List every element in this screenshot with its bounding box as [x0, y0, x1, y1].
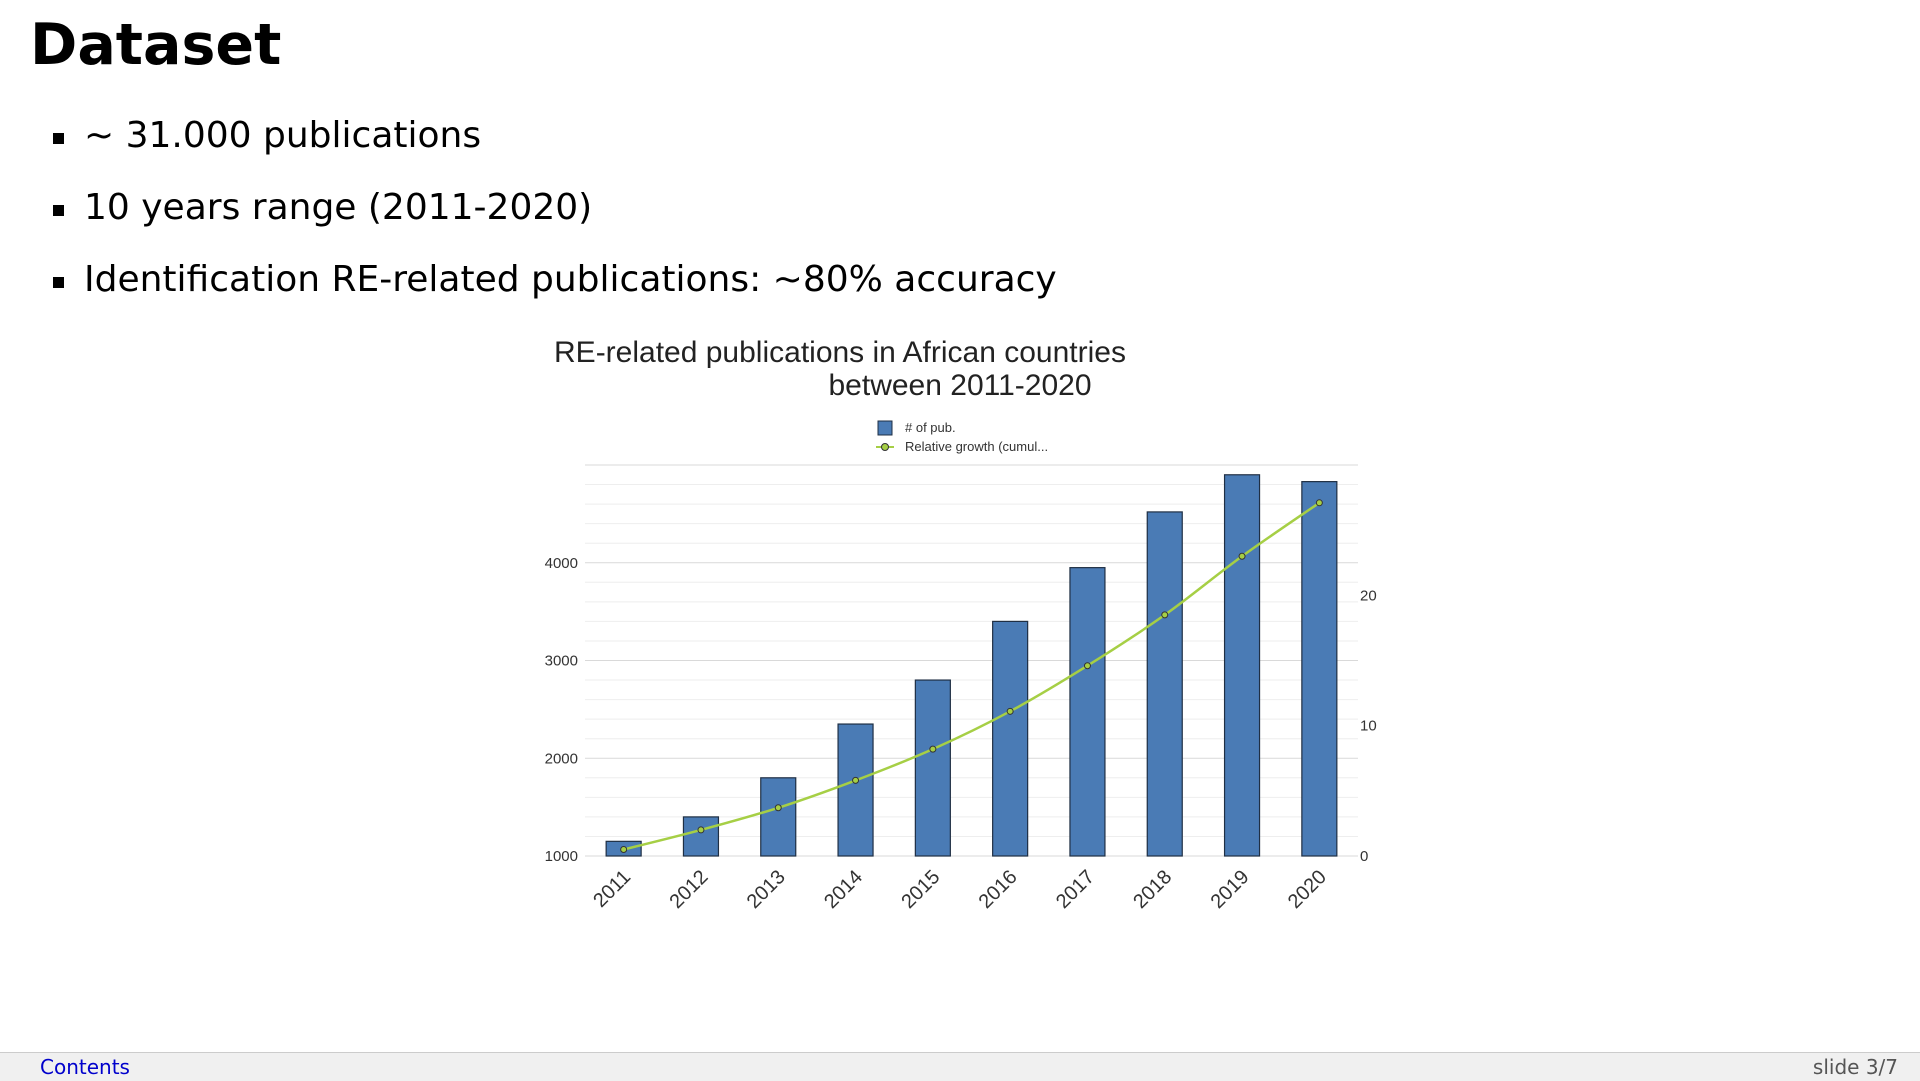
growth-point-2017 — [1083, 662, 1091, 670]
legend-line-label: Relative growth (cumul... — [905, 439, 1048, 454]
y-left-tick-label: 2000 — [545, 750, 578, 767]
bullet-square-icon — [53, 277, 64, 288]
chart-title-line-2: between 2011-2020 — [829, 369, 1092, 402]
bar-2017 — [1069, 567, 1106, 857]
growth-point-2014 — [852, 776, 860, 784]
growth-point-2011 — [620, 845, 628, 853]
growth-point-2018 — [1161, 611, 1169, 619]
bar-2012 — [682, 816, 720, 857]
bullet-square-icon — [53, 205, 64, 216]
growth-line — [623, 501, 1321, 851]
x-tick-label: 2017 — [1052, 866, 1099, 913]
bullet-square-icon — [53, 133, 64, 144]
x-tick-label: 2020 — [1284, 866, 1331, 913]
chart-title-line-1: RE-related publications in African count… — [554, 336, 1126, 369]
x-tick-label: 2012 — [665, 866, 712, 913]
bar-2015 — [914, 679, 951, 857]
x-tick-label: 2011 — [589, 866, 635, 912]
legend-bar-swatch — [877, 420, 893, 436]
x-tick-label: 2019 — [1207, 866, 1254, 913]
bar-2016 — [992, 620, 1029, 857]
bullet-item: 10 years range (2011-2020) — [50, 184, 1057, 256]
growth-point-2016 — [1006, 707, 1014, 715]
bar-2019 — [1223, 474, 1261, 857]
x-tick-label: 2015 — [897, 866, 944, 913]
y-left-tick-label: 1000 — [545, 848, 578, 865]
bar-2013 — [760, 777, 797, 857]
growth-point-2012 — [697, 826, 705, 834]
y-left-tick-label: 4000 — [545, 555, 578, 572]
growth-point-2013 — [774, 804, 782, 812]
bullet-text: Identification RE-related publications: … — [84, 259, 1057, 300]
growth-point-2020 — [1315, 499, 1323, 507]
publications-chart: RE-related publications in African count… — [545, 336, 1377, 913]
y-right-tick-label: 0 — [1360, 848, 1368, 865]
bullet-text: 10 years range (2011-2020) — [84, 187, 593, 228]
bar-2020 — [1301, 481, 1338, 857]
x-tick-label: 2016 — [975, 866, 1022, 913]
y-right-tick-label: 10 — [1360, 718, 1377, 735]
contents-link[interactable]: Contents — [40, 1055, 130, 1079]
footer-bar: Contents slide 3/7 — [0, 1052, 1920, 1081]
x-tick-label: 2018 — [1129, 866, 1176, 913]
slide-title: Dataset — [30, 12, 282, 78]
bullet-list: ~ 31.000 publications 10 years range (20… — [50, 112, 1057, 328]
x-tick-label: 2013 — [743, 866, 790, 913]
legend-bar-label: # of pub. — [905, 420, 956, 435]
bar-2014 — [837, 723, 874, 857]
x-tick-label: 2014 — [820, 866, 867, 913]
bullet-item: ~ 31.000 publications — [50, 112, 1057, 184]
legend-line-marker — [881, 443, 889, 451]
bar-2018 — [1146, 511, 1183, 857]
bullet-text: ~ 31.000 publications — [84, 115, 482, 156]
bullet-item: Identification RE-related publications: … — [50, 256, 1057, 328]
growth-point-2019 — [1238, 552, 1246, 560]
growth-point-2015 — [929, 745, 937, 753]
page-indicator: slide 3/7 — [1812, 1055, 1898, 1079]
y-right-tick-label: 20 — [1360, 587, 1377, 604]
y-left-tick-label: 3000 — [545, 653, 578, 670]
